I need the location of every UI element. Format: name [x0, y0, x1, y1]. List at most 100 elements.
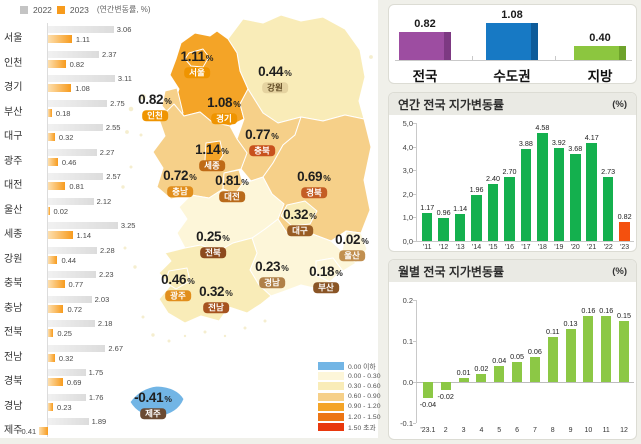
monthly-xtick-label: '23.1	[420, 427, 436, 434]
bar-2022	[48, 173, 104, 180]
map-value-percent: %	[361, 236, 369, 246]
region-label: 울산	[4, 204, 23, 216]
monthly-xtick-label: 2	[443, 427, 448, 434]
map-region-jeonnam	[158, 237, 272, 324]
bar-2022	[48, 148, 97, 156]
annual-ytick-label: 2,0	[402, 189, 413, 199]
monthly-ytick-mark	[413, 382, 416, 383]
monthly-xtick-label: 11	[602, 427, 610, 434]
region-label: 전북	[4, 327, 23, 338]
bar-2023	[48, 182, 66, 190]
map-value-percent: %	[164, 394, 172, 404]
map-name-badge: 울산	[339, 249, 365, 262]
annual-ytick-label: 1,0	[402, 213, 413, 223]
annual-bar	[438, 218, 449, 241]
monthly-bar	[476, 373, 487, 382]
annual-value-label: 3.88	[518, 139, 533, 149]
annual-bar	[520, 149, 532, 241]
map-legend-swatch	[318, 413, 344, 422]
bar-2022	[48, 75, 115, 82]
annual-value-label: 1.14	[453, 204, 468, 214]
map-value-percent: %	[309, 211, 317, 221]
summary-bar-side	[444, 32, 451, 60]
bar-2023	[48, 304, 64, 313]
bar-2023	[48, 206, 50, 215]
map-value-percent: %	[164, 96, 172, 106]
value-2022: 1.76	[88, 392, 104, 402]
monthly-bar	[583, 316, 594, 382]
annual-ytick-mark	[413, 217, 416, 219]
region-label: 전남	[4, 351, 23, 363]
monthly-value-label: 0.06	[527, 347, 542, 357]
map-legend-row: 1.50 초과	[318, 422, 381, 432]
bar-2022	[48, 99, 108, 107]
summary-bar-side	[531, 23, 538, 60]
map-value-label: 0.69%	[297, 168, 331, 186]
map-value-label: 0.23%	[255, 258, 289, 276]
legend-2023-swatch	[56, 5, 65, 14]
annual-xtick-label: '19	[554, 244, 564, 251]
value-2023: 0.23	[56, 402, 72, 412]
map-value-percent: %	[222, 233, 230, 243]
legend-2022-swatch	[20, 5, 28, 14]
region-label: 경기	[4, 82, 23, 93]
annual-ytick-label: 0,0	[402, 237, 413, 246]
value-2022: 3.11	[117, 74, 132, 83]
map-region-daegu	[280, 200, 318, 227]
bar-2022	[48, 344, 106, 352]
map-legend-swatch	[318, 382, 344, 391]
map-value-number: -0.41	[134, 390, 164, 405]
annual-bar	[553, 148, 565, 241]
summary-axis-tick	[472, 56, 473, 60]
annual-ytick-label: 3,0	[402, 166, 413, 176]
map-legend-row: 1.20 - 1.50	[318, 412, 381, 422]
annual-xtick-label: '11	[422, 244, 432, 251]
monthly-xtick-label: 3	[461, 427, 466, 434]
map-value-percent: %	[323, 173, 331, 183]
annual-bar	[602, 176, 614, 241]
regional-chart-axis-line	[47, 23, 48, 437]
annual-value-label: 2.40	[486, 174, 501, 184]
monthly-bar	[619, 320, 630, 382]
map-legend-row: 0.60 - 0.90	[318, 392, 381, 402]
bar-2023	[48, 84, 72, 92]
map-value-number: 0.25	[196, 229, 222, 244]
bar-2023	[48, 157, 58, 166]
bar-2022	[48, 222, 118, 229]
bar-2023	[39, 427, 48, 435]
map-legend-label: 0.60 - 0.90	[348, 393, 381, 401]
map-value-number: 0.81	[215, 173, 241, 188]
bar-2022	[48, 418, 89, 425]
value-2023: -0.41	[19, 427, 37, 436]
map-value-label: 0.25%	[196, 228, 230, 246]
map-value-label: 0.32%	[199, 283, 233, 301]
monthly-bar	[512, 361, 523, 382]
bar-2023	[48, 59, 66, 68]
bar-2023	[48, 329, 54, 337]
value-2022: 1.75	[88, 368, 104, 377]
map-name-badge: 경북	[301, 186, 327, 199]
annual-xtick-label: '15	[488, 244, 498, 251]
map-value-percent: %	[271, 131, 279, 141]
monthly-value-label: 0.16	[599, 306, 614, 316]
map-region-gwangju	[164, 267, 191, 290]
annual-ytick-mark	[413, 241, 416, 242]
summary-bar	[574, 46, 619, 60]
map-value-label: 1.11%	[181, 48, 214, 66]
annual-bar	[586, 142, 597, 241]
value-2023: 0.72	[67, 304, 83, 314]
bar-2022	[48, 26, 114, 33]
summary-value-label: 0.40	[589, 32, 611, 45]
value-2023: 0.44	[61, 255, 77, 265]
map-value-number: 0.69	[297, 169, 323, 184]
map-value-label: 0.82%	[138, 91, 172, 109]
map-value-percent: %	[225, 288, 233, 298]
map-legend-label: 0.90 - 1.20	[348, 403, 381, 411]
value-2023: 0.18	[55, 108, 71, 118]
region-label: 부산	[4, 106, 23, 118]
region-label: 서울	[4, 33, 23, 44]
map-value-number: 0.46	[161, 272, 187, 287]
annual-xtick-label: '23	[620, 244, 630, 251]
annual-ytick-mark	[413, 170, 416, 172]
